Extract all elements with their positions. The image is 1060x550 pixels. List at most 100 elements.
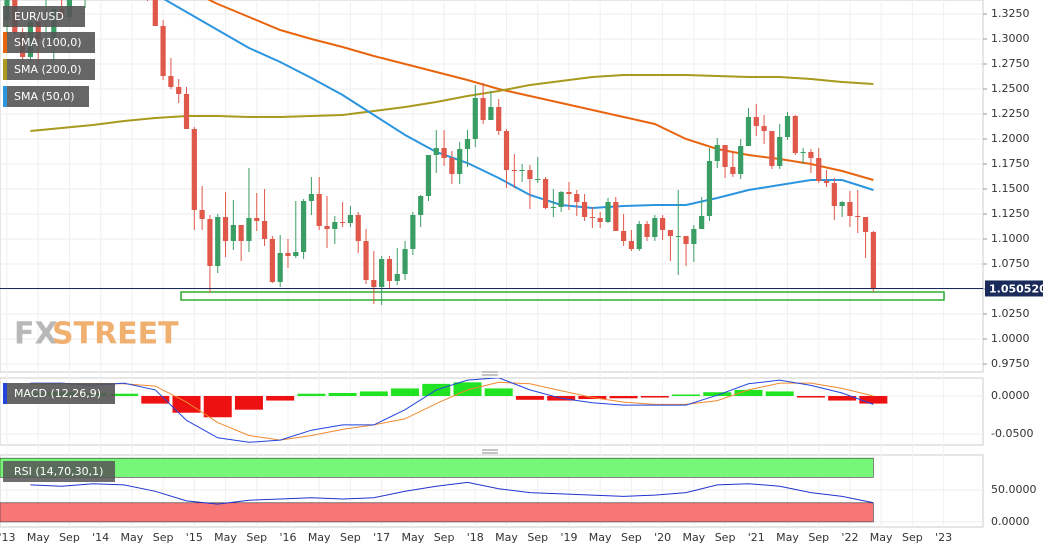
candle-body xyxy=(644,224,650,237)
last-price-box xyxy=(985,280,1043,297)
legend-swatch xyxy=(3,383,7,404)
legend-box xyxy=(3,59,95,80)
candle-body xyxy=(230,225,236,241)
x-tick-label: '18 xyxy=(467,531,484,544)
y-tick-label: 1.2750 xyxy=(991,57,1030,70)
legend-swatch xyxy=(3,59,7,80)
candle-body xyxy=(714,145,720,161)
legend-swatch xyxy=(3,86,7,107)
candle-body xyxy=(418,196,424,215)
candle-body xyxy=(254,218,260,221)
candle-body xyxy=(261,221,268,239)
x-tick-label: '14 xyxy=(92,531,109,544)
x-tick-label: May xyxy=(308,531,331,544)
last-price-label: 1.050520 xyxy=(989,282,1047,295)
support-zone xyxy=(180,291,945,301)
x-tick-label: Sep xyxy=(434,531,455,544)
y-tick-label: 1.1500 xyxy=(991,182,1030,195)
candle-body xyxy=(605,202,611,222)
candle-body xyxy=(332,222,338,229)
y-tick-label: 1.3000 xyxy=(991,32,1030,45)
macd-histogram-bar xyxy=(796,396,825,398)
legend-label: SMA (50,0) xyxy=(14,90,75,103)
candle-body xyxy=(363,241,369,280)
x-tick-label: May xyxy=(401,531,424,544)
macd-histogram-bar xyxy=(672,394,701,397)
x-tick-label: May xyxy=(121,531,144,544)
candle-body xyxy=(433,148,439,155)
x-tick-label: May xyxy=(682,531,705,544)
candle-body xyxy=(519,170,525,171)
candle-body xyxy=(777,137,783,166)
legend-label: SMA (200,0) xyxy=(14,63,82,76)
x-tick-label: May xyxy=(776,531,799,544)
candle-body xyxy=(730,167,736,174)
candle-body xyxy=(207,219,213,266)
candle-body xyxy=(816,158,822,181)
candle-body xyxy=(652,218,658,237)
x-tick-label: '15 xyxy=(186,531,203,544)
sma-line xyxy=(30,74,874,132)
candle-body xyxy=(355,215,361,241)
candle-body xyxy=(347,215,354,223)
candle-body xyxy=(199,210,205,219)
legend-box xyxy=(3,86,89,107)
candle-body xyxy=(527,170,533,179)
legend-label: EUR/USD xyxy=(14,10,64,23)
candle-body xyxy=(581,202,588,217)
candle-body xyxy=(160,26,166,76)
candle-body xyxy=(683,236,689,244)
x-tick-label: '13 xyxy=(0,531,16,544)
rsi-line xyxy=(30,481,874,505)
candle-body xyxy=(496,107,502,131)
y-tick-label: 0.0000 xyxy=(991,515,1030,528)
watermark-fx: FX xyxy=(14,317,58,352)
candle-body xyxy=(620,231,627,241)
candle-body xyxy=(800,152,806,153)
candle-body xyxy=(769,131,775,166)
candle-body xyxy=(324,226,330,229)
candle-body xyxy=(870,232,876,289)
candle-body xyxy=(831,183,837,206)
macd-histogram-bar xyxy=(734,389,763,397)
x-tick-label: '21 xyxy=(748,531,765,544)
candle-body xyxy=(488,107,494,120)
macd-histogram-bar xyxy=(609,396,638,399)
candle-body xyxy=(808,152,814,158)
candle-body xyxy=(410,215,416,249)
x-tick-label: May xyxy=(214,531,237,544)
y-tick-label: 1.1250 xyxy=(991,207,1030,220)
candle-body xyxy=(457,149,463,174)
y-tick-label: 1.1000 xyxy=(991,232,1030,245)
panel-handle[interactable] xyxy=(482,371,498,454)
legend-box xyxy=(3,383,115,404)
y-tick-label: 1.2500 xyxy=(991,82,1030,95)
candle-body xyxy=(558,192,564,207)
y-tick-label: 1.2000 xyxy=(991,132,1030,145)
candle-body xyxy=(722,145,728,167)
macd-histogram-bar xyxy=(266,396,295,401)
candle-body xyxy=(839,202,845,206)
x-tick-label: May xyxy=(870,531,893,544)
x-tick-label: May xyxy=(495,531,518,544)
legend-swatch xyxy=(3,32,7,53)
macd-histogram-bar xyxy=(297,393,326,397)
candle-body xyxy=(855,216,861,217)
candle-body xyxy=(238,225,244,241)
candle-body xyxy=(691,229,697,244)
macd-histogram-bar xyxy=(859,396,888,404)
candle-body xyxy=(472,98,478,139)
legend-box xyxy=(3,32,95,53)
legend-box xyxy=(3,461,115,482)
candle-body xyxy=(425,155,432,196)
candle-body xyxy=(589,217,595,218)
candle-body xyxy=(738,146,744,174)
candle-body xyxy=(394,274,400,281)
candle-body xyxy=(371,280,377,287)
candle-body xyxy=(269,239,275,282)
x-tick-label: Sep xyxy=(153,531,174,544)
macd-histogram-bar xyxy=(765,391,794,397)
x-tick-label: Sep xyxy=(902,531,923,544)
macd-histogram-bar xyxy=(828,396,857,401)
candle-body xyxy=(823,181,830,183)
